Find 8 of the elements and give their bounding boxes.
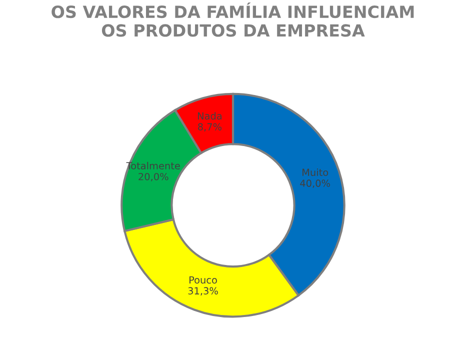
chart-title: OS VALORES DA FAMÍLIA INFLUENCIAM OS PRODUTOS DA EMPRESA — [52, 2, 414, 37]
data-label: 40,0% — [300, 180, 330, 188]
slice-label: Muito — [302, 168, 328, 176]
data-label: 8,7% — [198, 123, 222, 132]
slice-label: Nada — [198, 112, 222, 120]
slice-label: Pouco — [190, 276, 217, 284]
data-label: 31,3% — [188, 287, 218, 296]
data-label: 20,0% — [138, 172, 168, 182]
